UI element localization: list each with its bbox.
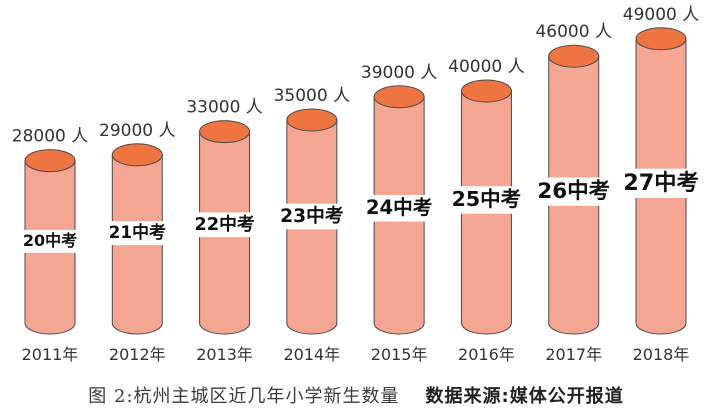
caption-title: 图 2:杭州主城区近几年小学新生数量 bbox=[88, 386, 400, 407]
bar-top-2012年 bbox=[111, 143, 163, 167]
bar-label: 20中考 bbox=[23, 231, 77, 250]
value-label: 46000 人 bbox=[535, 22, 611, 42]
bar-label: 21中考 bbox=[109, 222, 166, 242]
value-label: 39000 人 bbox=[361, 63, 437, 83]
value-label: 28000 人 bbox=[12, 127, 88, 147]
bar-label-bg bbox=[281, 203, 343, 230]
bar-label: 22中考 bbox=[194, 213, 255, 235]
bar-label-bg bbox=[538, 177, 609, 206]
bar-label-bg bbox=[624, 168, 698, 199]
bar-label-bg bbox=[452, 186, 520, 214]
value-label: 29000 人 bbox=[99, 121, 175, 141]
x-tick-label: 2018年 bbox=[633, 345, 690, 364]
bar-top-2018年 bbox=[635, 27, 687, 51]
value-label: 49000 人 bbox=[623, 5, 699, 25]
bar-label-bg bbox=[195, 212, 254, 238]
value-label: 35000 人 bbox=[274, 86, 350, 106]
bar-top-2017年 bbox=[548, 44, 600, 68]
chart-caption: 图 2:杭州主城区近几年小学新生数量 数据来源:媒体公开报道 bbox=[0, 378, 712, 412]
bar-top-2013年 bbox=[199, 120, 251, 144]
x-tick-label: 2016年 bbox=[458, 345, 515, 364]
bar-label-bg bbox=[24, 229, 76, 253]
bar-label-bg bbox=[109, 221, 165, 246]
bar-label: 25中考 bbox=[452, 187, 522, 211]
x-tick-label: 2017年 bbox=[545, 345, 602, 364]
value-label: 40000 人 bbox=[448, 57, 524, 77]
bar-label: 26中考 bbox=[537, 179, 610, 204]
bar-label: 24中考 bbox=[366, 196, 432, 219]
bar-top-2015年 bbox=[373, 85, 425, 109]
x-tick-label: 2012年 bbox=[109, 345, 166, 364]
bar-label-bg bbox=[367, 194, 432, 222]
value-label: 33000 人 bbox=[186, 98, 262, 118]
x-tick-label: 2011年 bbox=[22, 345, 79, 364]
bar-top-2016年 bbox=[460, 79, 512, 103]
x-tick-label: 2014年 bbox=[283, 345, 340, 364]
x-tick-label: 2015年 bbox=[371, 345, 428, 364]
bar-top-2011年 bbox=[24, 149, 76, 173]
bar-top-2014年 bbox=[286, 108, 338, 132]
caption-source: 数据来源:媒体公开报道 bbox=[425, 386, 624, 407]
x-tick-label: 2013年 bbox=[196, 345, 253, 364]
bar-label: 27中考 bbox=[623, 170, 699, 196]
bar-label: 23中考 bbox=[280, 205, 343, 227]
